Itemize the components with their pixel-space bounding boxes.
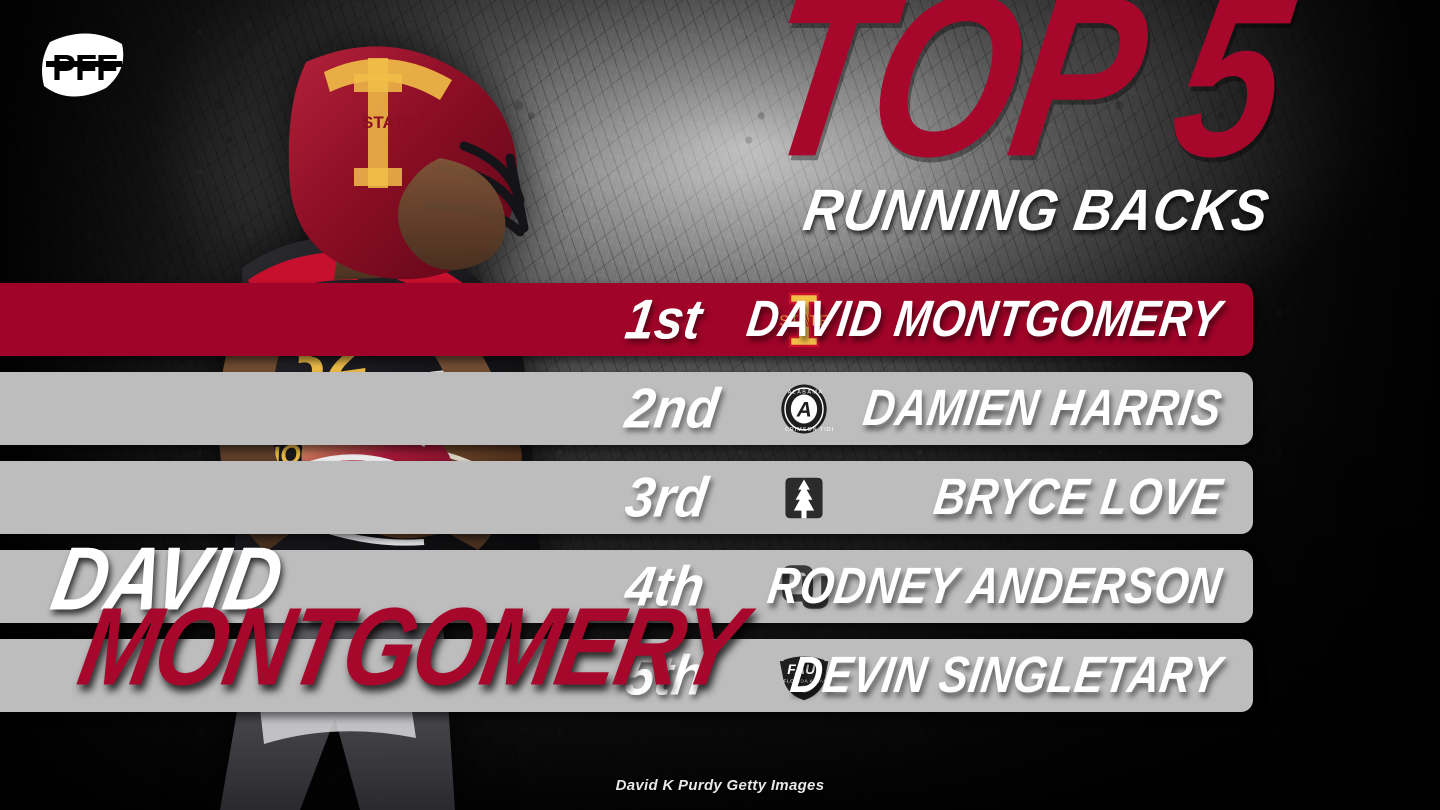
oklahoma-logo bbox=[772, 557, 836, 617]
pff-logo-text: PFF bbox=[52, 47, 117, 88]
rank-position-2: 2nd bbox=[621, 377, 723, 440]
headline-block: TOP 5 RUNNING BACKS bbox=[747, 0, 1300, 243]
headline-subtitle: RUNNING BACKS bbox=[799, 178, 1274, 244]
ranking-player-name-2: DAMIEN HARRIS bbox=[859, 379, 1226, 437]
iowa-state-logo: STATE bbox=[772, 290, 836, 350]
ranking-row-2[interactable]: 2nd A ALABAMA CRIMSON TIDE DAMIEN HARRIS bbox=[0, 372, 1253, 445]
ranking-player-name-5: DEVIN SINGLETARY bbox=[787, 646, 1225, 704]
featured-player-name: DAVID MONTGOMERY bbox=[44, 529, 752, 709]
rank-position-1: 1st bbox=[621, 288, 706, 351]
photo-credit: David K Purdy Getty Images bbox=[615, 777, 825, 794]
ranking-row-4[interactable]: 4th RODNEY ANDERSON bbox=[0, 550, 1253, 623]
ranking-row-5[interactable]: 5th FAU FLORIDA ATLANTIC DEVIN SINGLETAR… bbox=[0, 639, 1253, 712]
ranking-player-name-4: RODNEY ANDERSON bbox=[764, 557, 1225, 615]
svg-text:FAU: FAU bbox=[787, 661, 816, 677]
rank-position-3: 3rd bbox=[621, 466, 712, 529]
fau-logo: FAU FLORIDA ATLANTIC bbox=[772, 646, 836, 706]
ranking-player-name-1: DAVID MONTGOMERY bbox=[743, 290, 1225, 348]
featured-player-last-name: MONTGOMERY bbox=[70, 586, 752, 710]
ranking-row-1[interactable]: 1st STATE DAVID MONTGOMERY bbox=[0, 283, 1253, 356]
rankings-list: 1st STATE DAVID MONTGOMERY 2nd A ALABAMA bbox=[0, 283, 1440, 728]
ranking-row-3[interactable]: 3rd BRYCE LOVE bbox=[0, 461, 1253, 534]
svg-text:ALABAMA: ALABAMA bbox=[788, 389, 824, 395]
svg-text:STATE: STATE bbox=[362, 113, 415, 132]
svg-text:FLORIDA ATLANTIC: FLORIDA ATLANTIC bbox=[783, 678, 835, 683]
svg-text:A: A bbox=[796, 398, 812, 421]
svg-text:STATE: STATE bbox=[779, 313, 829, 330]
stanford-logo bbox=[772, 468, 836, 528]
headline-title: TOP 5 bbox=[746, 0, 1301, 205]
ranking-player-name-3: BRYCE LOVE bbox=[930, 468, 1226, 526]
pff-logo[interactable]: PFF bbox=[36, 30, 134, 102]
alabama-logo: A ALABAMA CRIMSON TIDE bbox=[772, 379, 836, 439]
svg-text:CRIMSON TIDE: CRIMSON TIDE bbox=[785, 426, 833, 432]
